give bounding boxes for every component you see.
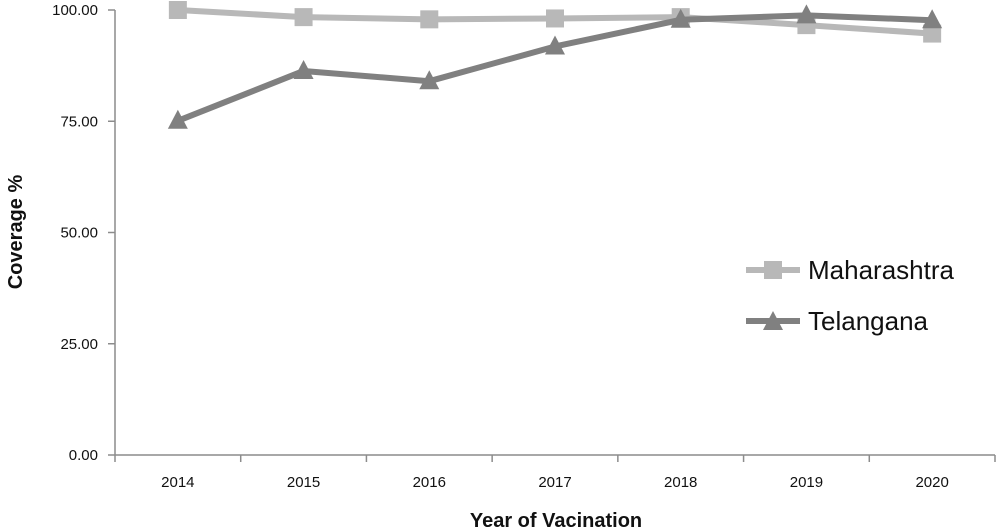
data-point-telangana [167, 109, 188, 129]
data-point-telangana [796, 4, 817, 24]
data-point-telangana [419, 70, 440, 90]
axes [114, 10, 995, 456]
series-line-telangana [174, 12, 936, 124]
legend-label-maharashtra: Maharashtra [808, 255, 954, 285]
y-ticks: 0.00 25.00 50.00 75.00 100.00 [52, 2, 115, 464]
data-point-maharashtra [420, 10, 439, 29]
x-ticks: 2014 2015 2016 2017 2018 2019 2020 [114, 455, 996, 491]
data-point-maharashtra [923, 24, 942, 43]
data-point-telangana [545, 35, 565, 55]
legend-triangle-marker [763, 311, 783, 330]
y-axis-title: Coverage % [5, 175, 27, 290]
x-tick-label: 2018 [664, 474, 697, 491]
y-tick-label: 100.00 [52, 2, 98, 19]
legend-item-telangana: Telangana [746, 306, 929, 336]
series-layer [167, 1, 943, 129]
x-axis-title: Year of Vacination [470, 510, 642, 531]
y-tick-label: 0.00 [69, 447, 98, 464]
y-tick-label: 50.00 [60, 225, 98, 242]
legend-square-marker [764, 261, 782, 279]
data-point-telangana [670, 8, 691, 28]
data-point-maharashtra [294, 8, 313, 27]
legend-label-telangana: Telangana [808, 306, 929, 336]
x-tick-label: 2019 [790, 474, 823, 491]
data-point-maharashtra [168, 1, 187, 19]
x-tick-label: 2016 [413, 474, 446, 491]
x-tick-label: 2015 [287, 474, 320, 491]
x-tick-label: 2020 [915, 474, 948, 491]
data-point-telangana [922, 9, 943, 29]
x-tick-label: 2014 [161, 474, 194, 491]
x-tick-label: 2017 [538, 474, 571, 491]
y-tick-label: 25.00 [60, 336, 98, 353]
y-tick-label: 75.00 [60, 113, 98, 130]
legend-item-maharashtra: Maharashtra [746, 255, 954, 285]
data-point-telangana [293, 59, 314, 79]
legend: Maharashtra Telangana [746, 255, 954, 336]
data-point-maharashtra [546, 9, 564, 28]
series-telangana [167, 4, 943, 129]
